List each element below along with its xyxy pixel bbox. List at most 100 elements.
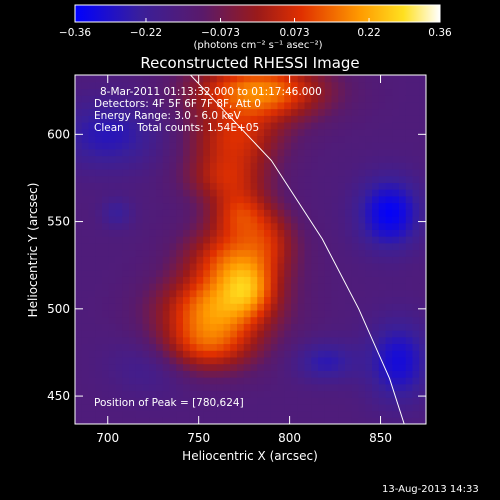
heatmap-cell <box>358 135 366 143</box>
heatmap-cell <box>378 195 387 204</box>
heatmap-cell <box>405 168 414 177</box>
heatmap-cell <box>176 383 184 392</box>
heatmap-cell <box>405 222 414 230</box>
heatmap-cell <box>122 249 130 257</box>
heatmap-cell <box>358 175 366 183</box>
heatmap-cell <box>270 403 279 412</box>
heatmap-cell <box>351 269 360 277</box>
heatmap-cell <box>203 195 211 204</box>
heatmap-cell <box>176 202 184 210</box>
heatmap-cell <box>115 269 123 277</box>
heatmap-cell <box>135 343 144 351</box>
heatmap-cell <box>345 195 353 204</box>
heatmap-cell <box>122 242 130 251</box>
heatmap-cell <box>331 350 339 358</box>
heatmap-cell <box>284 276 292 284</box>
heatmap-cell <box>108 356 117 365</box>
heatmap-cell <box>169 202 177 210</box>
heatmap-cell <box>115 229 123 237</box>
heatmap-cell <box>129 403 137 412</box>
heatmap-cell <box>162 289 171 298</box>
heatmap-cell <box>169 95 177 103</box>
heatmap-cell <box>385 162 393 170</box>
heatmap-cell <box>149 363 157 371</box>
heatmap-cell <box>216 202 225 210</box>
heatmap-cell <box>405 350 414 358</box>
heatmap-cell <box>257 356 265 365</box>
heatmap-cell <box>230 175 238 183</box>
heatmap-cell <box>257 148 265 157</box>
heatmap-cell <box>250 303 258 311</box>
heatmap-cell <box>250 168 258 177</box>
heatmap-cell <box>277 135 285 143</box>
heatmap-cell <box>203 330 211 338</box>
heatmap-cell <box>338 95 346 103</box>
heatmap-cell <box>169 249 177 257</box>
heatmap-cell <box>318 162 326 170</box>
heatmap-cell <box>216 276 225 284</box>
heatmap-cell <box>291 276 299 284</box>
heatmap-cell <box>405 128 414 137</box>
heatmap-cell <box>345 128 353 137</box>
heatmap-cell <box>250 309 258 318</box>
heatmap-cell <box>345 403 353 412</box>
heatmap-cell <box>412 309 420 318</box>
heatmap-cell <box>81 303 90 311</box>
heatmap-cell <box>297 162 306 170</box>
heatmap-cell <box>405 269 414 277</box>
heatmap-cell <box>230 309 238 318</box>
heatmap-cell <box>372 215 380 224</box>
heatmap-cell <box>378 75 387 83</box>
heatmap-cell <box>405 189 414 197</box>
heatmap-cell <box>230 256 238 264</box>
heatmap-cell <box>203 296 211 304</box>
heatmap-cell <box>88 350 96 358</box>
heatmap-cell <box>399 135 407 143</box>
heatmap-cell <box>291 75 299 83</box>
heatmap-cell <box>284 236 292 244</box>
heatmap-cell <box>243 162 252 170</box>
heatmap-cell <box>95 377 103 385</box>
heatmap-cell <box>419 209 426 217</box>
heatmap-cell <box>115 195 123 204</box>
heatmap-cell <box>162 350 171 358</box>
heatmap-cell <box>291 417 299 424</box>
heatmap-cell <box>122 209 130 217</box>
heatmap-cell <box>365 363 373 371</box>
heatmap-cell <box>318 383 326 392</box>
heatmap-cell <box>264 236 272 244</box>
heatmap-cell <box>149 222 157 230</box>
heatmap-cell <box>162 95 171 103</box>
heatmap-cell <box>176 121 184 130</box>
heatmap-cell <box>88 316 96 324</box>
heatmap-cell <box>169 142 177 150</box>
heatmap-cell <box>176 403 184 412</box>
heatmap-cell <box>210 249 218 257</box>
heatmap-cell <box>129 303 137 311</box>
heatmap-cell <box>149 410 157 418</box>
heatmap-cell <box>412 108 420 116</box>
heatmap-cell <box>345 356 353 365</box>
heatmap-cell <box>399 316 407 324</box>
heatmap-cell <box>257 249 265 257</box>
heatmap-cell <box>176 101 184 110</box>
heatmap-cell <box>243 303 252 311</box>
heatmap-cell <box>405 121 414 130</box>
heatmap-cell <box>324 417 333 424</box>
heatmap-cell <box>392 363 400 371</box>
heatmap-cell <box>162 262 171 271</box>
heatmap-cell <box>358 101 366 110</box>
heatmap-cell <box>203 242 211 251</box>
heatmap-cell <box>216 249 225 257</box>
heatmap-cell <box>102 269 110 277</box>
heatmap-cell <box>264 303 272 311</box>
heatmap-cell <box>372 390 380 398</box>
heatmap-cell <box>284 336 292 345</box>
heatmap-cell <box>277 242 285 251</box>
heatmap-cell <box>203 343 211 351</box>
heatmap-cell <box>264 222 272 230</box>
heatmap-cell <box>318 135 326 143</box>
heatmap-cell <box>291 108 299 116</box>
heatmap-cell <box>345 316 353 324</box>
heatmap-cell <box>318 330 326 338</box>
